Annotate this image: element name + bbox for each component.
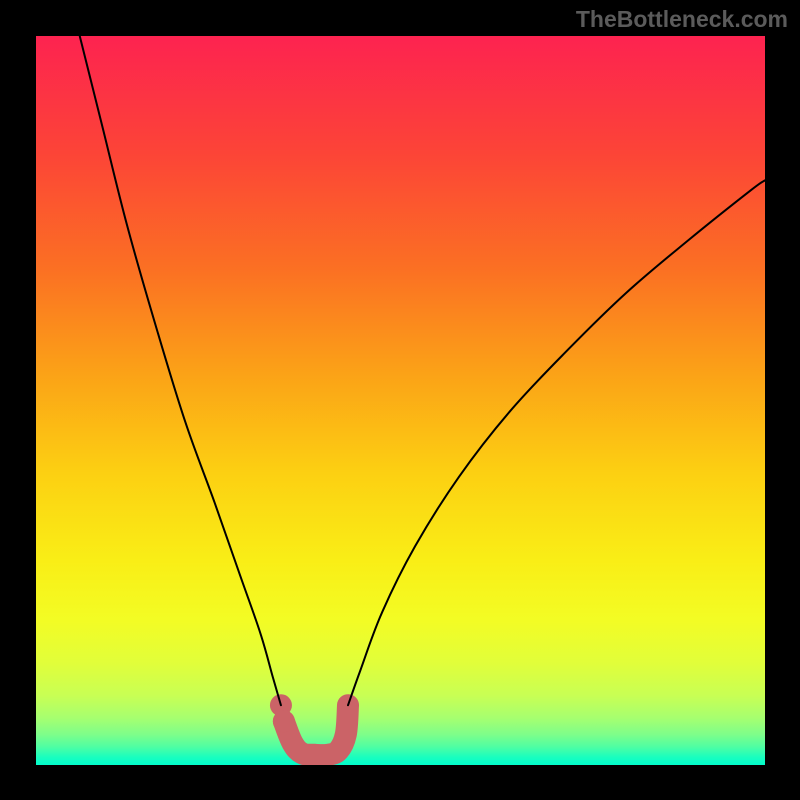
plot-background: [36, 36, 765, 765]
chart-svg: [0, 0, 800, 800]
chart-root: TheBottleneck.com: [0, 0, 800, 800]
trough-dot-1: [273, 710, 295, 732]
